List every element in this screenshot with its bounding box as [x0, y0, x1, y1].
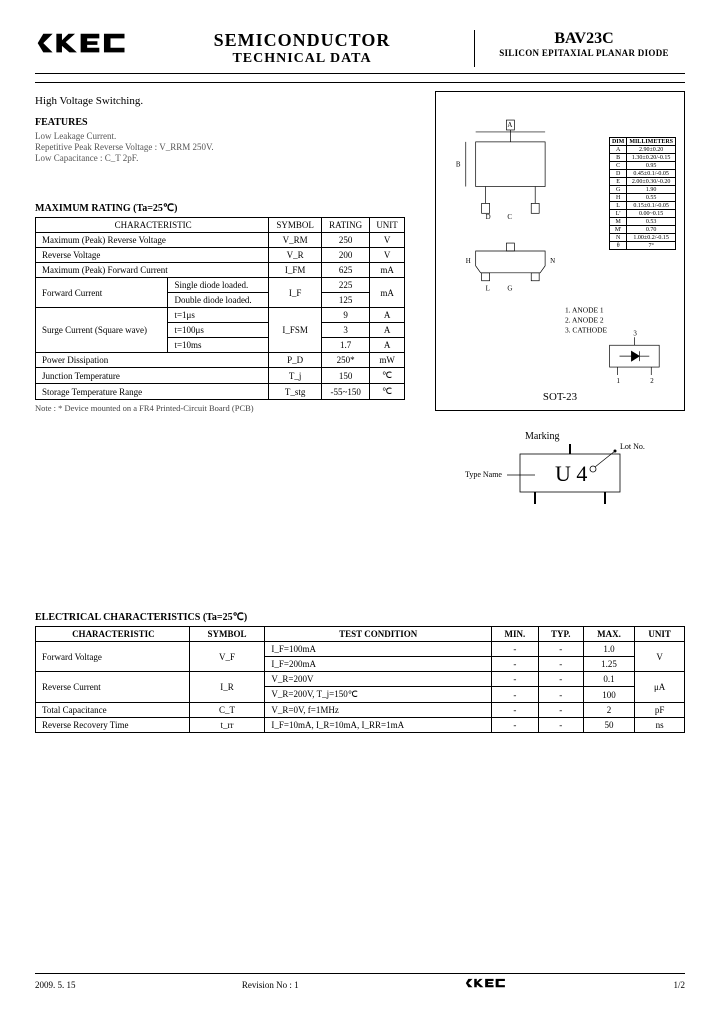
- part-title-block: BAV23C SILICON EPITAXIAL PLANAR DIODE: [475, 30, 685, 58]
- left-column: High Voltage Switching. FEATURES Low Lea…: [35, 83, 417, 522]
- table-row: Forward Voltage V_F I_F=100mA --1.0 V: [36, 642, 685, 657]
- page-footer: 2009. 5. 15 Revision No : 1 1/2: [35, 973, 685, 992]
- package-drawing-box: B A C D H N G L 1. ANODE 1 2. ANODE 2: [435, 91, 685, 411]
- table-row: Surge Current (Square wave) t=1μs I_FSM …: [36, 308, 405, 323]
- ec-heading: ELECTRICAL CHARACTERISTICS (Ta=25℃): [35, 612, 685, 623]
- col-symbol: SYMBOL: [269, 218, 322, 233]
- svg-text:H: H: [466, 257, 471, 265]
- kec-logo-icon: [465, 977, 507, 990]
- table-row: Junction Temperature T_j 150 ℃: [36, 368, 405, 384]
- col-unit: UNIT: [370, 218, 405, 233]
- marking-icon: Marking Lot No. Type Name U 4: [465, 429, 665, 519]
- page-header: SEMICONDUCTOR TECHNICAL DATA BAV23C SILI…: [35, 30, 685, 74]
- right-column: B A C D H N G L 1. ANODE 1 2. ANODE 2: [435, 83, 685, 522]
- svg-text:B: B: [456, 161, 461, 169]
- max-rating-heading: MAXIMUM RATING (Ta=25℃): [35, 203, 417, 214]
- kec-logo: [35, 30, 140, 58]
- svg-text:1: 1: [617, 377, 621, 385]
- part-number: BAV23C: [483, 30, 685, 48]
- feature-item: Repetitive Peak Reverse Voltage : V_RRM …: [35, 142, 417, 152]
- svg-text:L: L: [486, 285, 490, 293]
- footer-revision: Revision No : 1: [242, 980, 299, 990]
- table-row: Maximum (Peak) Forward Current I_FM 625 …: [36, 263, 405, 278]
- max-rating-table: CHARACTERISTIC SYMBOL RATING UNIT Maximu…: [35, 217, 405, 400]
- svg-text:2: 2: [650, 377, 654, 385]
- svg-text:3: 3: [633, 329, 637, 337]
- marking-diagram: Marking Lot No. Type Name U 4: [465, 429, 665, 522]
- svg-text:D: D: [486, 213, 491, 221]
- type-label: Type Name: [465, 470, 502, 479]
- table-row: Reverse Voltage V_R 200 V: [36, 248, 405, 263]
- table-row: Storage Temperature Range T_stg -55~150 …: [36, 384, 405, 400]
- lot-label: Lot No.: [620, 442, 645, 451]
- part-subtitle: SILICON EPITAXIAL PLANAR DIODE: [483, 48, 685, 58]
- footer-logo: [465, 977, 507, 992]
- table-row: Maximum (Peak) Reverse Voltage V_RM 250 …: [36, 233, 405, 248]
- application-line: High Voltage Switching.: [35, 95, 417, 107]
- table-row: Power Dissipation P_D 250* mW: [36, 353, 405, 368]
- features-heading: FEATURES: [35, 117, 417, 128]
- marking-label: Marking: [525, 431, 559, 442]
- main-content: High Voltage Switching. FEATURES Low Lea…: [35, 83, 685, 522]
- doc-title-block: SEMICONDUCTOR TECHNICAL DATA: [140, 30, 475, 67]
- doc-title-1: SEMICONDUCTOR: [140, 30, 464, 51]
- package-name: SOT-23: [543, 391, 578, 403]
- table-note: Note : * Device mounted on a FR4 Printed…: [35, 403, 417, 413]
- feature-item: Low Capacitance : C_T 2pF.: [35, 153, 417, 163]
- electrical-char-table: CHARACTERISTIC SYMBOL TEST CONDITION MIN…: [35, 626, 685, 733]
- table-header-row: CHARACTERISTIC SYMBOL TEST CONDITION MIN…: [36, 627, 685, 642]
- svg-text:A: A: [507, 121, 512, 129]
- table-row: Reverse Recovery Time t_rr I_F=10mA, I_R…: [36, 718, 685, 733]
- features-list: Low Leakage Current. Repetitive Peak Rev…: [35, 131, 417, 163]
- feature-item: Low Leakage Current.: [35, 131, 417, 141]
- footer-date: 2009. 5. 15: [35, 980, 76, 990]
- svg-text:C: C: [507, 213, 512, 221]
- col-rating: RATING: [322, 218, 370, 233]
- doc-title-2: TECHNICAL DATA: [140, 51, 464, 67]
- dimension-table: DIMMILLIMETERS A2.90±0.20 B1.30±0.20/-0.…: [609, 137, 676, 250]
- marking-code: U 4: [555, 461, 587, 486]
- footer-page: 1/2: [673, 980, 685, 990]
- table-header-row: CHARACTERISTIC SYMBOL RATING UNIT: [36, 218, 405, 233]
- table-row: Total Capacitance C_T V_R=0V, f=1MHz --2…: [36, 703, 685, 718]
- col-characteristic: CHARACTERISTIC: [36, 218, 269, 233]
- kec-logo-icon: [35, 30, 130, 58]
- pin-label: 3. CATHODE: [565, 325, 608, 334]
- svg-text:N: N: [550, 257, 555, 265]
- pin-label: 2. ANODE 2: [565, 315, 604, 324]
- table-row: Forward Current Single diode loaded. I_F…: [36, 278, 405, 293]
- table-row: Reverse Current I_R V_R=200V --0.1 μA: [36, 672, 685, 687]
- pin-label: 1. ANODE 1: [565, 306, 604, 315]
- svg-text:G: G: [507, 285, 512, 293]
